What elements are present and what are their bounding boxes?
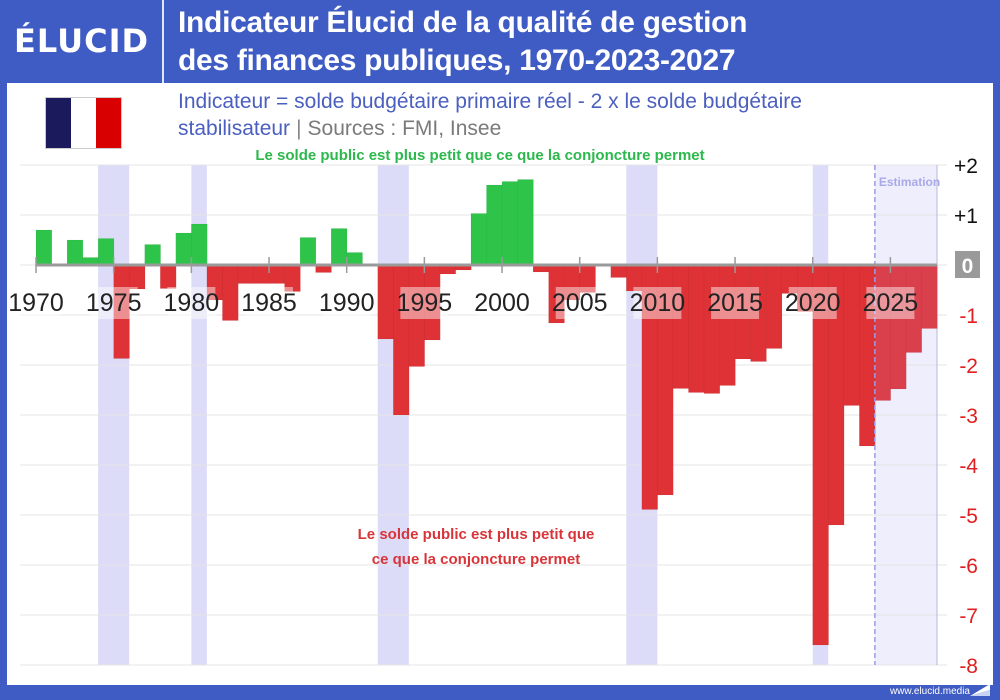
flag-blue-stripe [46, 98, 71, 148]
x-axis-label: 1985 [241, 289, 297, 317]
bar-2000 [501, 181, 519, 266]
elucid-logo: ÉLUCID [14, 22, 150, 60]
x-label-backdrop [322, 287, 371, 319]
x-axis-label: 2025 [863, 289, 919, 317]
x-axis-label: 1990 [319, 289, 375, 317]
bar-1984 [253, 264, 270, 284]
bar-1987 [299, 237, 317, 266]
bar-2017 [765, 264, 783, 349]
y-axis-label: +1 [954, 205, 978, 228]
bar-1980 [191, 223, 208, 266]
x-label-backdrop [711, 287, 760, 319]
bar-1972 [66, 239, 84, 266]
bar-2027 [921, 264, 938, 329]
bar-1985 [268, 264, 286, 284]
elucid-footer-logo-icon [970, 684, 990, 696]
y-axis-label: -2 [959, 355, 978, 378]
y-axis-label: -7 [959, 605, 978, 628]
x-label-backdrop [478, 287, 527, 319]
negative-annotation: Le solde public est plus petit que ce qu… [326, 522, 626, 572]
y-axis-label: -4 [959, 455, 978, 478]
x-label-backdrop [788, 287, 837, 319]
y-axis-label: +2 [954, 155, 978, 178]
bar-2014 [719, 264, 736, 386]
bar-2013 [703, 264, 721, 394]
chart-title: Indicateur Élucid de la qualité de gesti… [178, 4, 747, 80]
negative-annotation-line-1: Le solde public est plus petit que [357, 526, 595, 543]
x-axis-label: 2010 [630, 289, 686, 317]
bar-1977 [144, 244, 161, 266]
x-label-backdrop [167, 287, 216, 319]
header-divider [162, 0, 164, 83]
bar-2025 [890, 264, 907, 390]
y-axis-label: -8 [959, 655, 978, 678]
x-label-backdrop [633, 287, 682, 319]
x-label-backdrop [400, 287, 449, 319]
bar-1999 [486, 184, 503, 266]
footer-url: www.elucid.media [889, 686, 970, 697]
subtitle-line-1: Indicateur = solde budgétaire primaire r… [178, 90, 802, 113]
bar-1989 [330, 228, 348, 266]
bar-1976 [128, 264, 146, 290]
bar-2020 [812, 264, 829, 646]
bar-1998 [470, 213, 488, 266]
estimation-label: Estimation [879, 175, 940, 189]
subtitle-separator: | [296, 117, 302, 140]
flag-white-stripe [71, 98, 96, 148]
bar-1979 [175, 232, 192, 266]
france-flag-icon [45, 97, 122, 149]
flag-red-stripe [96, 98, 121, 148]
subtitle: Indicateur = solde budgétaire primaire r… [178, 88, 802, 142]
x-label-backdrop [245, 287, 294, 319]
y-axis-label: 0 [962, 255, 974, 278]
y-axis-label: -5 [959, 505, 978, 528]
positive-annotation: Le solde public est plus petit que ce qu… [255, 147, 705, 164]
bar-2012 [688, 264, 705, 393]
x-axis-label: 1975 [86, 289, 142, 317]
title-line-2: des finances publiques, 1970-2023-2027 [178, 44, 736, 77]
subtitle-line-2: stabilisateur | Sources : FMI, Insee [178, 115, 802, 142]
sources-label: Sources : FMI, Insee [307, 117, 502, 140]
negative-annotation-line-2: ce que la conjoncture permet [371, 551, 581, 568]
y-axis-label: -6 [959, 555, 978, 578]
x-axis-label: 1995 [397, 289, 453, 317]
x-axis-label: 2020 [785, 289, 841, 317]
x-label-backdrop [555, 287, 604, 319]
y-axis-label: -1 [959, 305, 978, 328]
header: ÉLUCID Indicateur Élucid de la qualité d… [0, 0, 1000, 83]
bar-2024 [874, 264, 891, 401]
bar-1983 [237, 264, 255, 284]
bar-1992 [377, 264, 394, 340]
x-axis-label: 2000 [474, 289, 530, 317]
x-label-backdrop [12, 287, 60, 319]
bar-2001 [517, 179, 534, 266]
x-label-backdrop [89, 287, 138, 319]
bar-1974 [97, 238, 115, 266]
bar-1970 [35, 229, 53, 266]
bar-2022 [843, 264, 860, 406]
x-axis-label: 2015 [707, 289, 763, 317]
y-axis-label: -3 [959, 405, 978, 428]
title-line-1: Indicateur Élucid de la qualité de gesti… [178, 6, 748, 39]
x-label-backdrop [866, 287, 915, 319]
bar-2011 [672, 264, 689, 389]
x-axis-label: 1980 [164, 289, 220, 317]
x-axis-label: 1970 [8, 289, 64, 317]
bar-1978 [160, 264, 177, 289]
subtitle-stabilisateur: stabilisateur [178, 117, 291, 140]
zero-label-box [955, 251, 980, 278]
bar-1990 [346, 252, 363, 266]
x-axis-label: 2005 [552, 289, 608, 317]
bar-2007 [610, 264, 627, 278]
bar-1982 [222, 264, 239, 321]
